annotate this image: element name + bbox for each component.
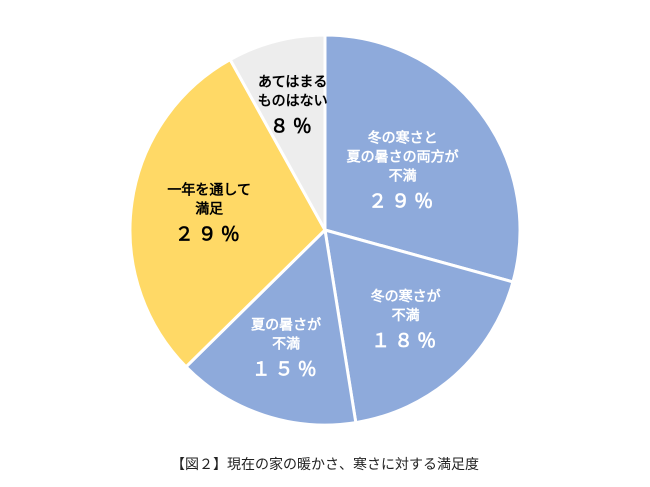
slice-value-label: ２９％ [175,223,244,245]
slice-value-label: ２９％ [368,191,437,213]
slice-label: 冬の寒さが [371,288,442,305]
figure-caption: 【図２】現在の家の暖かさ、寒さに対する満足度 [171,457,479,473]
slice-value-label: １８％ [371,330,440,352]
slice-label: 冬の寒さと [368,130,438,147]
slice-label: 不満 [392,307,420,324]
slice-label: 夏の暑さの両方が [347,149,460,166]
pie-slice [128,58,327,369]
pie-slice [323,33,522,284]
slice-value-label: １５％ [252,359,321,381]
slice-label: あてはまる [258,74,327,90]
slice-value-label: ８％ [270,115,316,137]
slice-label: 不満 [389,168,417,185]
pie-labels: 冬の寒さと夏の暑さの両方が不満２９％冬の寒さが不満１８％夏の暑さが不満１５％一年… [167,74,459,380]
pie-slices [128,33,522,427]
pie-slice [184,228,358,427]
pie-slice [228,33,327,232]
pie-slice [323,228,515,425]
slice-label: 不満 [272,336,300,353]
slice-label: 満足 [195,200,224,217]
slice-label: 夏の暑さが [251,317,322,334]
slice-label: 一年を通して [167,181,251,198]
slice-label: ものはない [258,93,328,109]
